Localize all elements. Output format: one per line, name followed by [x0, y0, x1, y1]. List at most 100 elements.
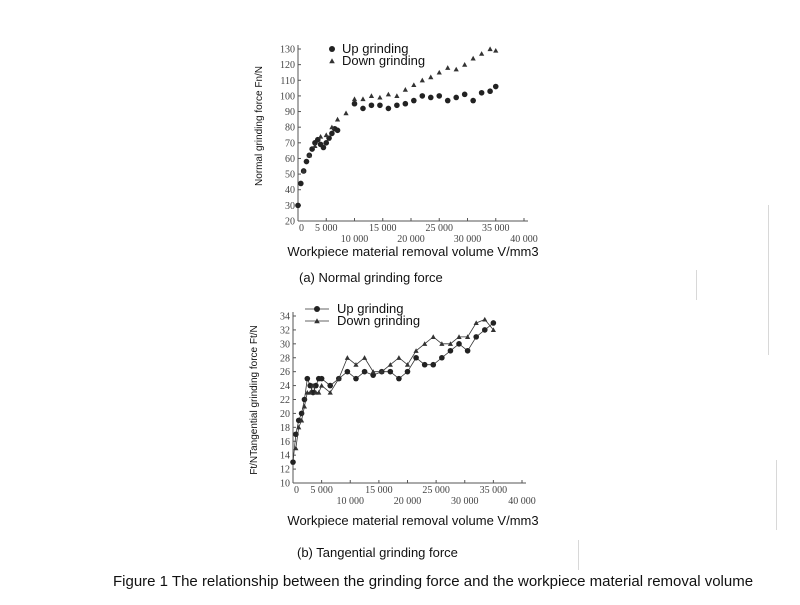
data-point-circle	[490, 320, 497, 326]
y-tick-label: 10	[280, 479, 290, 490]
x-tick-label: 35 000	[480, 485, 508, 496]
data-point-circle	[421, 361, 428, 368]
data-point-triangle	[329, 124, 335, 130]
y-axis-label: Ft/NTangential grinding force Ft/N	[249, 325, 260, 475]
data-point-circle	[492, 83, 499, 90]
y-tick-label: 120	[280, 60, 295, 71]
x-tick-label: 15 000	[369, 223, 397, 234]
data-point-triangle	[307, 389, 313, 395]
data-point-triangle	[319, 382, 325, 388]
data-point-circle	[436, 93, 443, 99]
data-point-triangle	[296, 424, 302, 430]
scan-edge-line	[768, 205, 769, 355]
x-tick-label: 30 000	[451, 496, 479, 507]
x-tick-label: 20 000	[394, 496, 422, 507]
y-tick-label: 32	[280, 325, 290, 336]
data-point-circle	[456, 341, 462, 347]
data-point-circle	[473, 334, 480, 340]
data-point-triangle	[327, 389, 333, 395]
y-tick-label: 50	[285, 170, 295, 181]
data-point-triangle	[377, 94, 383, 100]
data-point-triangle	[323, 132, 329, 138]
legend-label: Down grinding	[342, 53, 425, 68]
data-point-triangle	[306, 152, 312, 158]
x-tick-label: 20 000	[397, 234, 425, 245]
data-point-circle	[334, 127, 341, 134]
x-tick-label: 30 000	[454, 234, 482, 245]
data-point-triangle	[445, 65, 451, 70]
x-tick-label: 5 000	[315, 223, 338, 234]
y-tick-label: 28	[280, 353, 290, 364]
x-tick-label: 0	[294, 485, 299, 496]
data-point-circle	[470, 97, 476, 104]
y-tick-label: 110	[280, 76, 295, 87]
data-point-circle	[464, 347, 471, 354]
y-tick-label: 100	[280, 91, 295, 102]
data-point-triangle	[470, 55, 476, 61]
y-tick-label: 20	[280, 409, 290, 420]
data-point-triangle	[396, 355, 402, 360]
data-point-triangle	[316, 389, 322, 395]
x-tick-label: 0	[299, 223, 304, 234]
data-point-triangle	[351, 96, 358, 102]
x-tick-label: 25 000	[426, 223, 454, 234]
data-point-circle	[377, 102, 383, 109]
data-point-triangle	[428, 74, 434, 80]
chart-a-caption: (a) Normal grinding force	[299, 270, 443, 285]
data-point-circle	[404, 368, 411, 375]
data-point-triangle	[353, 362, 359, 367]
data-point-circle	[396, 375, 402, 382]
legend-marker-triangle	[314, 318, 320, 324]
y-tick-label: 60	[285, 154, 295, 165]
legend-label: Down grinding	[337, 313, 420, 328]
y-tick-label: 70	[285, 138, 295, 149]
y-tick-label: 18	[280, 423, 290, 434]
data-point-circle	[360, 105, 366, 112]
data-point-triangle	[301, 403, 308, 409]
figure-caption: Figure 1 The relationship between the gr…	[113, 573, 754, 590]
data-point-triangle	[456, 334, 462, 339]
data-point-triangle	[411, 82, 417, 88]
x-tick-label: 40 000	[510, 234, 538, 245]
data-point-triangle	[453, 66, 459, 72]
data-point-triangle	[490, 327, 496, 332]
data-point-circle	[385, 105, 392, 112]
legend-marker-triangle	[329, 58, 335, 64]
chart-b-caption: (b) Tangential grinding force	[297, 545, 458, 560]
scan-edge-line	[696, 270, 697, 300]
y-tick-label: 14	[280, 451, 290, 462]
data-point-circle	[461, 91, 468, 98]
data-point-triangle	[336, 376, 342, 381]
data-point-circle	[419, 93, 426, 99]
data-point-circle	[351, 100, 358, 107]
data-point-circle	[430, 361, 437, 368]
data-point-triangle	[312, 143, 318, 149]
data-point-circle	[353, 375, 359, 382]
tangential-force-chart: 10 12 14 16 18 20 22 24 26 28 30 32 34 0 5 000 10 00015…	[249, 301, 539, 528]
x-tick-label: 35 000	[482, 223, 510, 234]
series-line	[295, 318, 494, 449]
data-point-triangle	[413, 348, 419, 353]
x-tick-label: 5 000	[310, 485, 333, 496]
x-tick-label: 25 000	[422, 485, 450, 496]
data-point-triangle	[436, 69, 442, 75]
data-point-circle	[453, 94, 460, 101]
data-point-circle	[368, 102, 375, 109]
data-point-triangle	[482, 316, 488, 322]
data-point-circle	[439, 354, 445, 361]
data-point-triangle	[430, 334, 436, 339]
data-point-triangle	[465, 334, 471, 339]
y-tick-label: 90	[285, 107, 295, 118]
data-point-triangle	[394, 93, 400, 98]
data-point-triangle	[293, 445, 299, 451]
data-point-circle	[444, 97, 451, 104]
data-point-triangle	[462, 62, 468, 67]
y-tick-label: 130	[280, 45, 295, 56]
y-tick-label: 20	[285, 217, 295, 228]
data-point-circle	[427, 94, 434, 101]
data-point-triangle	[343, 110, 349, 116]
data-point-triangle	[301, 168, 307, 174]
x-axis-label: Workpiece material removal volume V/mm3	[287, 513, 538, 528]
scan-edge-line	[776, 460, 777, 530]
data-point-circle	[298, 180, 304, 187]
